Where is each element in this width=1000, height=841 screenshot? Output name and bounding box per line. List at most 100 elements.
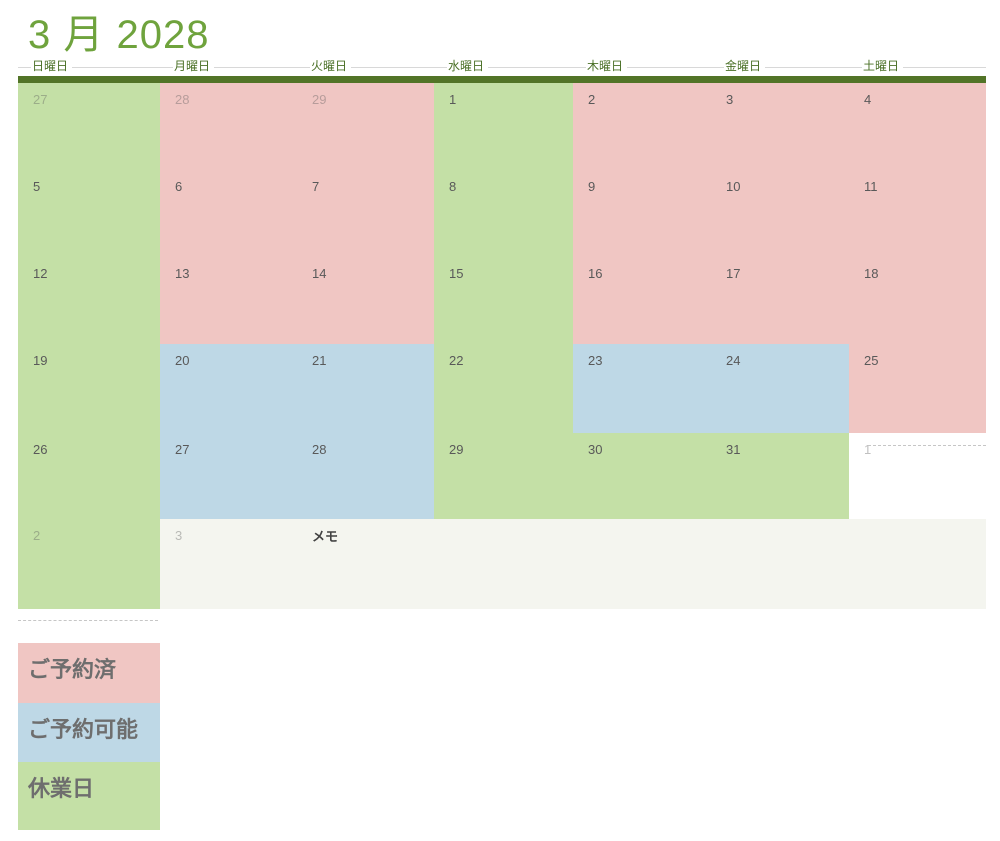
day-number: 11 bbox=[864, 179, 878, 194]
day-cell[interactable]: 23 bbox=[573, 344, 711, 433]
day-cell[interactable]: 27 bbox=[18, 83, 160, 170]
day-number: 10 bbox=[726, 179, 741, 194]
legend-label: ご予約済 bbox=[28, 657, 117, 682]
day-number: 23 bbox=[588, 353, 603, 368]
weekday-header-label: 金曜日 bbox=[724, 57, 766, 74]
day-cell[interactable]: 3 bbox=[711, 83, 849, 170]
day-cell[interactable]: 1 bbox=[434, 83, 573, 170]
legend-item-closed: 休業日 bbox=[18, 762, 160, 830]
day-number: 1 bbox=[449, 92, 457, 107]
day-cell[interactable]: 2 bbox=[573, 83, 711, 170]
day-number: 25 bbox=[864, 353, 879, 368]
day-cell[interactable]: 10 bbox=[711, 170, 849, 257]
header-divider-bar bbox=[18, 76, 986, 83]
weekday-header: 土曜日 bbox=[849, 57, 986, 76]
memo-cell[interactable]: メモ bbox=[297, 519, 434, 609]
weekday-header-label: 水曜日 bbox=[447, 57, 489, 74]
weekday-header-row: 日曜日 月曜日 火曜日 水曜日 木曜日 金曜日 土曜日 bbox=[18, 57, 986, 76]
day-cell[interactable]: 27 bbox=[160, 433, 297, 519]
day-cell[interactable]: 6 bbox=[160, 170, 297, 257]
page-break-dash bbox=[868, 445, 986, 446]
day-cell[interactable] bbox=[711, 519, 849, 609]
day-number: 27 bbox=[175, 442, 190, 457]
day-number: 8 bbox=[449, 179, 457, 194]
weekday-header: 水曜日 bbox=[434, 57, 573, 76]
day-cell[interactable] bbox=[434, 519, 573, 609]
day-cell[interactable]: 28 bbox=[297, 433, 434, 519]
day-number: 3 bbox=[175, 528, 183, 543]
day-number: 2 bbox=[588, 92, 596, 107]
day-number: 6 bbox=[175, 179, 183, 194]
day-cell[interactable]: 29 bbox=[297, 83, 434, 170]
weekday-header-label: 木曜日 bbox=[586, 57, 628, 74]
day-cell[interactable]: 3 bbox=[160, 519, 297, 609]
day-cell[interactable]: 11 bbox=[849, 170, 986, 257]
day-number: 28 bbox=[312, 442, 327, 457]
day-cell[interactable]: 26 bbox=[18, 433, 160, 519]
weekday-header-label: 土曜日 bbox=[862, 57, 904, 74]
day-number: 29 bbox=[312, 92, 327, 107]
day-number: 24 bbox=[726, 353, 741, 368]
legend-item-reserved: ご予約済 bbox=[18, 643, 160, 703]
day-cell[interactable]: 19 bbox=[18, 344, 160, 433]
day-cell[interactable] bbox=[573, 519, 711, 609]
day-number: 13 bbox=[175, 266, 190, 281]
legend-item-available: ご予約可能 bbox=[18, 703, 160, 762]
weekday-header: 日曜日 bbox=[18, 57, 160, 76]
weekday-header: 月曜日 bbox=[160, 57, 297, 76]
page-break-dash bbox=[18, 620, 158, 621]
day-number: 26 bbox=[33, 442, 48, 457]
day-cell[interactable]: 28 bbox=[160, 83, 297, 170]
day-cell[interactable]: 12 bbox=[18, 257, 160, 344]
day-number: 5 bbox=[33, 179, 41, 194]
day-cell[interactable]: 2 bbox=[18, 519, 160, 609]
day-cell[interactable]: 1 bbox=[849, 433, 986, 519]
day-cell[interactable]: 15 bbox=[434, 257, 573, 344]
day-number: 7 bbox=[312, 179, 320, 194]
weekday-header: 火曜日 bbox=[297, 57, 434, 76]
day-number: 31 bbox=[726, 442, 741, 457]
day-number: 28 bbox=[175, 92, 190, 107]
day-number: 4 bbox=[864, 92, 872, 107]
day-cell[interactable]: 8 bbox=[434, 170, 573, 257]
day-number: 1 bbox=[864, 442, 872, 457]
day-number: 27 bbox=[33, 92, 48, 107]
day-number: 16 bbox=[588, 266, 603, 281]
day-cell[interactable]: 7 bbox=[297, 170, 434, 257]
day-cell[interactable] bbox=[849, 519, 986, 609]
weekday-header-label: 日曜日 bbox=[31, 57, 73, 74]
page-title: 3 月 2028 bbox=[28, 13, 210, 57]
day-cell[interactable]: 29 bbox=[434, 433, 573, 519]
day-cell[interactable]: 9 bbox=[573, 170, 711, 257]
day-cell[interactable]: 17 bbox=[711, 257, 849, 344]
legend-label: ご予約可能 bbox=[28, 717, 139, 742]
day-cell[interactable]: 24 bbox=[711, 344, 849, 433]
day-number: 18 bbox=[864, 266, 879, 281]
day-cell[interactable]: 16 bbox=[573, 257, 711, 344]
day-cell[interactable]: 31 bbox=[711, 433, 849, 519]
day-number: 30 bbox=[588, 442, 603, 457]
day-number: 29 bbox=[449, 442, 464, 457]
day-cell[interactable]: 4 bbox=[849, 83, 986, 170]
weekday-header: 木曜日 bbox=[573, 57, 711, 76]
day-cell[interactable]: 14 bbox=[297, 257, 434, 344]
day-number: 22 bbox=[449, 353, 464, 368]
day-number: 14 bbox=[312, 266, 327, 281]
day-cell[interactable]: 25 bbox=[849, 344, 986, 433]
day-cell[interactable]: 13 bbox=[160, 257, 297, 344]
day-number: 2 bbox=[33, 528, 41, 543]
day-cell[interactable]: 30 bbox=[573, 433, 711, 519]
day-cell[interactable]: 22 bbox=[434, 344, 573, 433]
day-number: 20 bbox=[175, 353, 190, 368]
day-number: 9 bbox=[588, 179, 596, 194]
legend: ご予約済ご予約可能休業日 bbox=[18, 643, 160, 830]
weekday-header: 金曜日 bbox=[711, 57, 849, 76]
day-cell[interactable]: 5 bbox=[18, 170, 160, 257]
day-cell[interactable]: 18 bbox=[849, 257, 986, 344]
weekday-header-label: 火曜日 bbox=[310, 57, 352, 74]
day-cell[interactable]: 20 bbox=[160, 344, 297, 433]
weekday-header-label: 月曜日 bbox=[173, 57, 215, 74]
memo-label: メモ bbox=[312, 529, 339, 544]
day-cell[interactable]: 21 bbox=[297, 344, 434, 433]
